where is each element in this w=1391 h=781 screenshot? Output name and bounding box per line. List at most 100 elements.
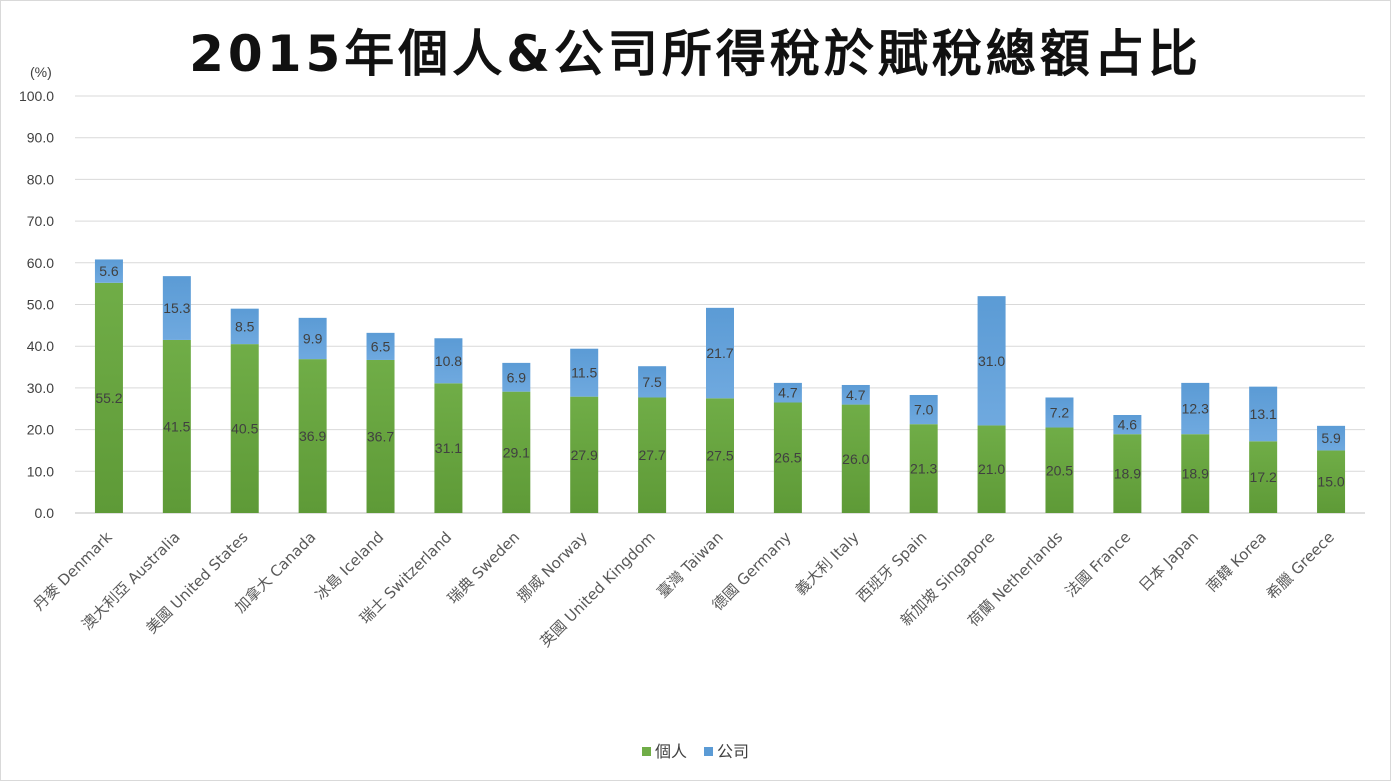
bar-corporate [841, 384, 870, 405]
y-tick-label: 40.0 [27, 338, 54, 354]
y-tick-label: 90.0 [27, 130, 54, 146]
legend-item-individual: 個人 [641, 738, 687, 762]
x-tick-label: 希臘 Greece [1263, 528, 1338, 603]
data-label-individual: 27.5 [706, 448, 733, 464]
bar-corporate [909, 394, 938, 425]
data-label-individual: 27.7 [638, 447, 665, 463]
data-label-corporate: 4.7 [778, 385, 798, 401]
data-label-individual: 55.2 [95, 390, 122, 406]
x-tick-label: 英國 United Kingdom [536, 528, 658, 650]
data-label-corporate: 9.9 [303, 330, 323, 346]
data-label-individual: 36.9 [299, 428, 326, 444]
data-label-corporate: 4.6 [1118, 417, 1138, 433]
bar-corporate [434, 338, 463, 384]
bar-individual [909, 424, 938, 513]
data-label-corporate: 11.5 [571, 365, 597, 381]
legend-swatch-corporate [704, 747, 714, 756]
x-tick-label: 義大利 Italy [792, 528, 863, 599]
data-label-corporate: 21.7 [706, 345, 733, 361]
bar-corporate [977, 296, 1006, 426]
data-label-individual: 17.2 [1250, 469, 1277, 485]
bar-individual [434, 383, 463, 513]
y-axis-tick-labels: 0.0 10.0 20.0 30.0 40.0 50.0 60.0 70.0 80.0 90.0 1… [19, 88, 54, 521]
chart-title: 2015年個人&公司所得稅於賦稅總額占比 [189, 25, 1202, 83]
bar-corporate [1113, 415, 1142, 435]
bar-individual [94, 282, 123, 513]
x-tick-label: 臺灣 Taiwan [653, 528, 726, 601]
data-label-individual: 21.0 [978, 461, 1005, 477]
data-label-individual: 27.9 [571, 447, 598, 463]
bar-individual [638, 397, 667, 513]
bar-individual [1113, 434, 1142, 513]
data-label-individual: 15.0 [1317, 474, 1344, 490]
data-label-individual: 29.1 [503, 444, 530, 460]
data-label-individual: 26.5 [774, 450, 801, 466]
data-label-individual: 41.5 [163, 418, 190, 434]
bars [94, 259, 1346, 513]
data-label-corporate: 6.5 [371, 338, 391, 354]
bar-individual [977, 425, 1006, 513]
bar-individual [1045, 427, 1074, 513]
x-tick-label: 日本 Japan [1135, 528, 1202, 595]
bar-corporate [298, 317, 327, 360]
y-axis-unit: (%) [30, 64, 52, 80]
bar-individual [706, 398, 734, 513]
bar-individual [841, 404, 870, 513]
legend: 個人 公司 [0, 738, 1391, 762]
data-label-individual: 36.7 [367, 428, 394, 444]
bar-individual [162, 339, 191, 513]
data-label-corporate: 7.0 [914, 402, 934, 418]
bar-individual [570, 396, 599, 513]
bar-individual [298, 359, 327, 513]
data-label-corporate: 31.0 [978, 353, 1005, 369]
data-label-corporate: 5.6 [99, 263, 119, 279]
data-label-corporate: 7.2 [1050, 405, 1070, 421]
data-label-individual: 18.9 [1182, 466, 1209, 482]
data-label-corporate: 6.9 [507, 369, 527, 385]
bar-corporate [502, 362, 531, 392]
y-tick-label: 60.0 [27, 255, 54, 271]
y-tick-label: 30.0 [27, 380, 54, 396]
y-tick-label: 20.0 [27, 422, 54, 438]
bar-corporate [638, 366, 667, 398]
data-label-corporate: 8.5 [235, 318, 255, 334]
data-label-corporate: 13.1 [1250, 406, 1277, 422]
data-label-corporate: 15.3 [163, 300, 190, 316]
bar-individual [366, 359, 395, 513]
y-tick-label: 100.0 [19, 88, 54, 104]
bar-corporate [1249, 386, 1278, 442]
bar-corporate [570, 348, 599, 397]
bar-individual [502, 391, 531, 513]
data-label-corporate: 4.7 [846, 387, 866, 403]
data-label-individual: 26.0 [842, 451, 869, 467]
data-label-corporate: 10.8 [435, 353, 462, 369]
x-tick-label: 瑞典 Sweden [444, 528, 523, 607]
bar-individual [1181, 434, 1210, 513]
y-tick-label: 70.0 [27, 213, 54, 229]
data-label-individual: 18.9 [1114, 466, 1141, 482]
bar-corporate [1181, 382, 1210, 435]
bar-individual [773, 402, 802, 513]
bar-corporate [94, 259, 123, 283]
y-tick-label: 0.0 [35, 505, 55, 521]
bar-corporate [162, 276, 191, 340]
data-label-individual: 31.1 [435, 440, 462, 456]
legend-label-individual: 個人 [654, 742, 687, 761]
bar-individual [230, 344, 259, 513]
bar-corporate [366, 332, 395, 360]
x-tick-label: 法國 France [1062, 528, 1135, 601]
data-labels: 55.2 5.6 41.5 15.3 40.5 8.5 36.9 9.9 36.7 6.5 31.1… [95, 263, 1345, 490]
bar-corporate [1045, 397, 1074, 428]
data-label-individual: 21.3 [910, 461, 937, 477]
x-tick-label: 南韓 Korea [1203, 528, 1270, 595]
data-label-individual: 40.5 [231, 421, 258, 437]
legend-label-corporate: 公司 [717, 742, 750, 761]
data-label-individual: 20.5 [1046, 462, 1073, 478]
y-tick-label: 10.0 [27, 463, 54, 479]
bar-individual [1317, 450, 1346, 513]
y-tick-label: 80.0 [27, 171, 54, 187]
bar-corporate [706, 307, 734, 399]
bar-corporate [230, 308, 259, 345]
